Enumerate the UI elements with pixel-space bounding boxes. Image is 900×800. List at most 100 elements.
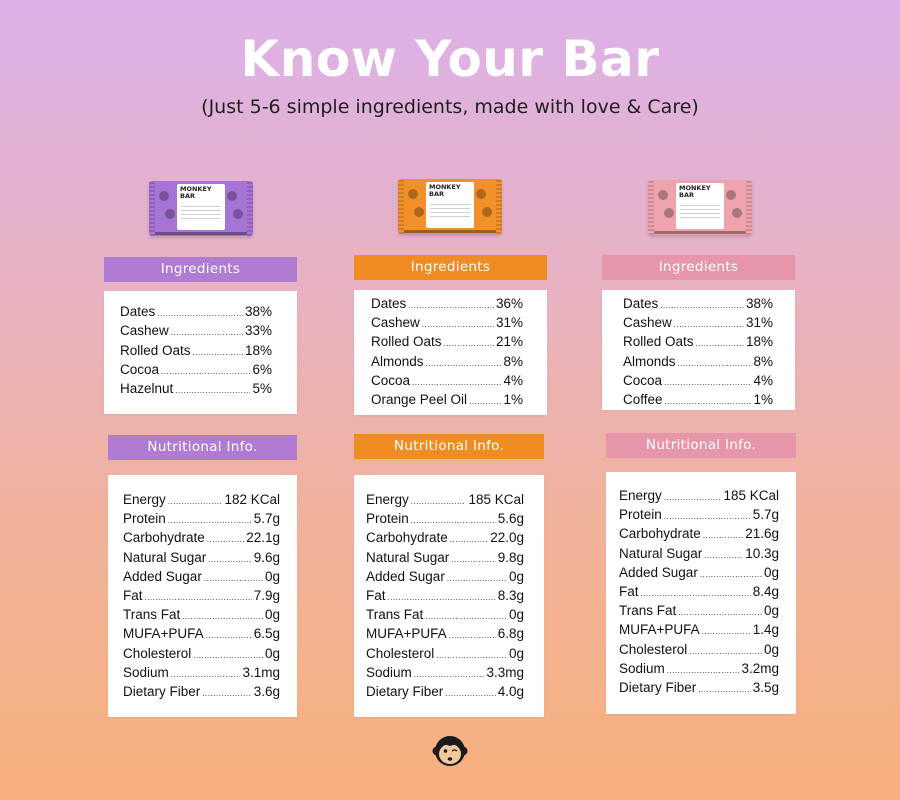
nutrient-value: 185 KCal [723, 488, 779, 503]
leader-dots [414, 665, 485, 680]
leader-dots [182, 607, 263, 622]
nutrient-name: Cholesterol [619, 641, 688, 657]
bar-package-2: MONKEY BAR [398, 179, 502, 234]
nutrient-value: 0g [264, 568, 280, 584]
ingredient-row: Coffee 1% [623, 392, 773, 407]
bar-package-3: MONKEY BAR [648, 180, 752, 235]
nutrient-value: 0g [763, 564, 779, 580]
ingredient-percent: 8% [503, 353, 523, 369]
nutrient-name: Added Sugar [619, 564, 698, 580]
monkey-face-icon [432, 736, 468, 766]
page-title: Know Your Bar [240, 30, 660, 88]
ingredient-percent: 36% [495, 296, 523, 311]
nutrition-row: MUFA+PUFA 6.5g [123, 626, 280, 641]
nutrient-value: 4.0g [497, 684, 524, 699]
nutrition-row: Trans Fat 0g [366, 607, 524, 622]
leader-dots [445, 684, 495, 699]
ingredient-row: Cashew 31% [371, 315, 523, 330]
nutrient-value: 3.2mg [741, 660, 779, 676]
nutrient-name: MUFA+PUFA [619, 622, 700, 638]
ingredient-row: Dates 38% [120, 304, 272, 319]
nutrient-value: 1.4g [752, 622, 779, 638]
nutrition-card-1: Energy 182 KCal Protein 5.7g Carbohydrate 22.… [108, 475, 297, 717]
ingredient-percent: 4% [503, 372, 523, 388]
ingredient-row: Rolled Oats 21% [371, 334, 523, 349]
nutrient-value: 6.5g [253, 626, 280, 642]
pack-brand: MONKEY BAR [429, 183, 461, 198]
leader-dots [664, 507, 751, 522]
nutrition-row: Cholesterol 0g [123, 646, 280, 661]
leader-dots [425, 607, 507, 622]
ingredient-percent: 6% [252, 361, 272, 377]
nutrient-value: 185 KCal [468, 492, 524, 507]
nutrition-row: Protein 5.7g [619, 507, 779, 522]
nutrition-row: Trans Fat 0g [619, 603, 779, 618]
nutrition-row: Energy 185 KCal [619, 488, 779, 503]
leader-dots [168, 492, 223, 507]
nutrient-value: 3.3mg [486, 664, 524, 680]
leader-dots [665, 392, 752, 407]
nutrition-row: Sodium 3.2mg [619, 661, 779, 676]
leader-dots [674, 315, 744, 330]
nutrient-value: 6.8g [497, 626, 524, 642]
leader-dots [667, 661, 740, 676]
leader-dots [678, 354, 752, 369]
ingredient-row: Almonds 8% [371, 354, 523, 369]
ingredient-row: Cocoa 4% [623, 373, 773, 388]
ingredient-name: Cashew [120, 323, 169, 339]
nutrient-value: 0g [508, 607, 524, 623]
nutrition-row: Trans Fat 0g [123, 607, 280, 622]
nutrition-row: Sodium 3.1mg [123, 665, 280, 680]
nutrient-name: Fat [619, 584, 639, 599]
bar-package-1: MONKEY BAR [149, 181, 253, 236]
nutrition-row: Dietary Fiber 3.5g [619, 680, 779, 695]
nutrition-row: Natural Sugar 9.6g [123, 550, 280, 565]
nutrient-name: Sodium [366, 664, 412, 680]
leader-dots [193, 646, 263, 661]
pack-brand: MONKEY BAR [679, 184, 711, 199]
nutrient-value: 0g [508, 568, 524, 584]
nutrition-row: Cholesterol 0g [366, 646, 524, 661]
leader-dots [450, 530, 488, 545]
nutrition-row: Fat 8.3g [366, 588, 524, 603]
nutrient-name: Energy [123, 492, 166, 507]
nutrient-value: 3.1mg [242, 664, 280, 680]
nutrient-name: Carbohydrate [123, 530, 205, 546]
nutrition-card-2: Energy 185 KCal Protein 5.6g Carbohydrate 22.… [354, 475, 544, 717]
nutrient-name: Dietary Fiber [366, 684, 444, 699]
leader-dots [171, 323, 243, 338]
nutrient-value: 0g [763, 641, 779, 657]
nutrient-value: 9.6g [253, 549, 280, 565]
leader-dots [422, 315, 494, 330]
nutrition-row: Sodium 3.3mg [366, 665, 524, 680]
ingredient-name: Rolled Oats [623, 334, 694, 350]
nutrient-value: 5.6g [497, 511, 524, 527]
nutrient-name: MUFA+PUFA [123, 626, 204, 642]
ingredient-row: Dates 36% [371, 296, 523, 311]
nutrient-name: Trans Fat [366, 607, 424, 623]
ingredient-row: Cashew 31% [623, 315, 773, 330]
nutrient-value: 9.8g [497, 549, 524, 565]
page-subtitle: (Just 5-6 simple ingredients, made with … [201, 96, 699, 118]
ingredient-name: Coffee [623, 392, 663, 407]
leader-dots [204, 569, 263, 584]
nutrient-value: 0g [763, 603, 779, 619]
leader-dots [447, 569, 507, 584]
ingredients-header-2: Ingredients [354, 255, 547, 280]
leader-dots [703, 526, 743, 541]
nutrition-row: Protein 5.6g [366, 511, 524, 526]
leader-dots [704, 546, 743, 561]
ingredients-header-1: Ingredients [104, 257, 297, 282]
nutrition-card-3: Energy 185 KCal Protein 5.7g Carbohydrate 21.… [606, 472, 796, 714]
nutrient-value: 3.5g [752, 680, 779, 695]
ingredient-name: Cocoa [623, 372, 663, 388]
ingredient-row: Cocoa 4% [371, 373, 523, 388]
nutrition-header-2: Nutritional Info. [354, 434, 544, 459]
nutrient-name: Cholesterol [123, 645, 192, 661]
nutrition-row: Dietary Fiber 4.0g [366, 684, 524, 699]
pack-brand: MONKEY BAR [180, 185, 212, 200]
leader-dots [157, 304, 243, 319]
nutrition-row: Natural Sugar 9.8g [366, 550, 524, 565]
nutrient-name: Natural Sugar [619, 545, 703, 561]
leader-dots [411, 492, 467, 507]
